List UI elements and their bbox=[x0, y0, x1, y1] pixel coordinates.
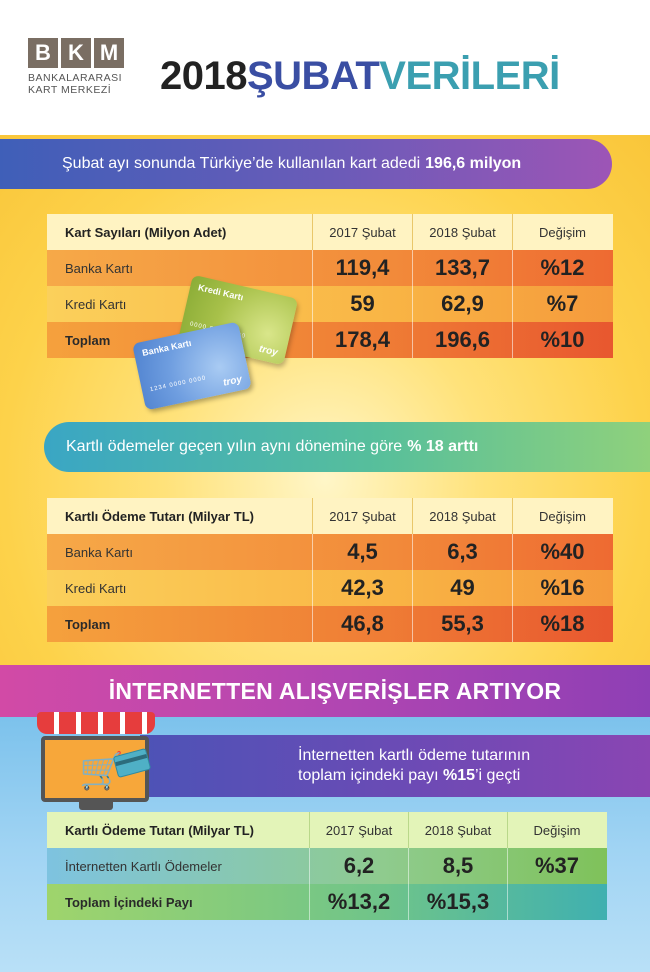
value-2017: 4,5 bbox=[312, 534, 412, 570]
online-share-line2-post: ’i geçti bbox=[475, 767, 521, 784]
table-header-cell: 2018 Şubat bbox=[412, 498, 512, 534]
logo-letter-b: B bbox=[28, 38, 58, 68]
table-header-row: Kartlı Ödeme Tutarı (Milyar TL) 2017 Şub… bbox=[47, 812, 607, 848]
value-2018: 62,9 bbox=[412, 286, 512, 322]
value-change: %18 bbox=[512, 606, 612, 642]
table-row: Kredi Kartı 59 62,9 %7 bbox=[47, 286, 613, 322]
value-2017: 178,4 bbox=[312, 322, 412, 358]
online-share-line2: toplam içindeki payı %15’i geçti bbox=[298, 766, 650, 786]
blue-card-label: Banka Kartı bbox=[141, 337, 193, 358]
online-share-line1: İnternetten kartlı ödeme tutarının bbox=[298, 747, 531, 764]
table-header-cell: 2018 Şubat bbox=[408, 812, 507, 848]
value-2018: 6,3 bbox=[412, 534, 512, 570]
table-header-cell: Değişim bbox=[512, 498, 612, 534]
blue-card-brand: troy bbox=[222, 374, 244, 389]
page-title: 2018ŞUBATVERİLERİ bbox=[160, 54, 560, 99]
value-2018: 49 bbox=[412, 570, 512, 606]
online-store-illustration: 🛒 bbox=[33, 712, 158, 812]
table-header-cell: 2017 Şubat bbox=[309, 812, 408, 848]
table-header-cell: 2017 Şubat bbox=[312, 214, 412, 250]
online-share-value: %15 bbox=[442, 767, 475, 784]
row-label: Kredi Kartı bbox=[65, 580, 127, 596]
table-row: Toplam İçindeki Payı %13,2 %15,3 bbox=[47, 884, 607, 920]
value-2017: 59 bbox=[312, 286, 412, 322]
value-change: %16 bbox=[512, 570, 612, 606]
logo-line2: KART MERKEZİ bbox=[28, 84, 112, 96]
value-change: %12 bbox=[512, 250, 612, 286]
table-row: İnternetten Kartlı Ödemeler 6,2 8,5 %37 bbox=[47, 848, 607, 884]
table-header-cell: 2018 Şubat bbox=[412, 214, 512, 250]
payment-amount-table: Kartlı Ödeme Tutarı (Milyar TL) 2017 Şub… bbox=[47, 498, 613, 642]
value-change: %7 bbox=[512, 286, 612, 322]
table-row: Banka Kartı 4,5 6,3 %40 bbox=[47, 534, 613, 570]
online-share-headline: İnternetten kartlı ödeme tutarının topla… bbox=[140, 735, 650, 797]
value-change: %37 bbox=[507, 848, 606, 884]
value-2018: 196,6 bbox=[412, 322, 512, 358]
payment-growth-headline: Kartlı ödemeler geçen yılın aynı dönemin… bbox=[44, 422, 650, 472]
value-change bbox=[507, 884, 606, 920]
table-header-cell: Kart Sayıları (Milyon Adet) bbox=[65, 224, 227, 240]
value-2018: 8,5 bbox=[408, 848, 507, 884]
value-2018: 133,7 bbox=[412, 250, 512, 286]
row-label: Banka Kartı bbox=[65, 544, 133, 560]
value-2017: 42,3 bbox=[312, 570, 412, 606]
value-2018: 55,3 bbox=[412, 606, 512, 642]
table-row: Banka Kartı 119,4 133,7 %12 bbox=[47, 250, 613, 286]
row-label: Toplam bbox=[65, 332, 111, 348]
table-header-row: Kartlı Ödeme Tutarı (Milyar TL) 2017 Şub… bbox=[47, 498, 613, 534]
bkm-logo: B K M BANKALARARASI KART MERKEZİ bbox=[28, 38, 138, 96]
title-data: VERİLERİ bbox=[379, 54, 560, 98]
online-shopping-banner: İNTERNETTEN ALIŞVERİŞLER ARTIYOR bbox=[0, 665, 650, 717]
table-header-cell: Değişim bbox=[512, 214, 612, 250]
logo-letters: B K M bbox=[28, 38, 138, 68]
table-header-cell: Değişim bbox=[507, 812, 606, 848]
payment-growth-headline-value: % 18 arttı bbox=[407, 438, 479, 455]
card-count-headline-value: 196,6 milyon bbox=[425, 155, 522, 172]
value-2018: %15,3 bbox=[408, 884, 507, 920]
title-month: ŞUBAT bbox=[246, 54, 380, 98]
value-2017: %13,2 bbox=[309, 884, 408, 920]
value-2017: 46,8 bbox=[312, 606, 412, 642]
logo-letter-m: M bbox=[94, 38, 124, 68]
row-label: İnternetten Kartlı Ödemeler bbox=[65, 858, 222, 874]
monitor-stand bbox=[79, 802, 113, 810]
logo-subtitle: BANKALARARASI KART MERKEZİ bbox=[28, 72, 138, 96]
blue-card-number: 1234 0000 0000 bbox=[149, 375, 207, 394]
table-header-cell: 2017 Şubat bbox=[312, 498, 412, 534]
logo-letter-k: K bbox=[61, 38, 91, 68]
title-year: 2018 bbox=[160, 54, 247, 98]
table-row: Toplam 46,8 55,3 %18 bbox=[47, 606, 613, 642]
value-2017: 119,4 bbox=[312, 250, 412, 286]
online-share-line2-pre: toplam içindeki payı bbox=[298, 767, 439, 784]
card-illustration: Kredi Kartı 0000 0000 0000 troy Banka Ka… bbox=[132, 274, 302, 417]
online-payment-table: Kartlı Ödeme Tutarı (Milyar TL) 2017 Şub… bbox=[47, 812, 607, 920]
header: B K M BANKALARARASI KART MERKEZİ 2018ŞUB… bbox=[0, 0, 650, 135]
debit-card-icon: Banka Kartı 1234 0000 0000 troy bbox=[132, 321, 252, 411]
table-header-row: Kart Sayıları (Milyon Adet) 2017 Şubat 2… bbox=[47, 214, 613, 250]
table-row: Toplam 178,4 196,6 %10 bbox=[47, 322, 613, 358]
payment-growth-headline-text: Kartlı ödemeler geçen yılın aynı dönemin… bbox=[66, 438, 403, 455]
table-header-cell: Kartlı Ödeme Tutarı (Milyar TL) bbox=[65, 822, 255, 838]
row-label: Toplam İçindeki Payı bbox=[65, 894, 193, 910]
card-count-headline-text: Şubat ayı sonunda Türkiye’de kullanılan … bbox=[62, 155, 421, 172]
table-header-cell: Kartlı Ödeme Tutarı (Milyar TL) bbox=[65, 508, 255, 524]
row-label: Banka Kartı bbox=[65, 260, 133, 276]
card-count-headline: Şubat ayı sonunda Türkiye’de kullanılan … bbox=[0, 139, 612, 189]
card-count-table: Kart Sayıları (Milyon Adet) 2017 Şubat 2… bbox=[47, 214, 613, 358]
green-card-brand: troy bbox=[257, 343, 279, 359]
row-label: Toplam bbox=[65, 616, 111, 632]
table-row: Kredi Kartı 42,3 49 %16 bbox=[47, 570, 613, 606]
value-change: %40 bbox=[512, 534, 612, 570]
logo-line1: BANKALARARASI bbox=[28, 72, 123, 84]
store-awning-icon bbox=[37, 712, 155, 734]
green-card-label: Kredi Kartı bbox=[197, 282, 245, 303]
row-label: Kredi Kartı bbox=[65, 296, 127, 312]
value-2017: 6,2 bbox=[309, 848, 408, 884]
value-change: %10 bbox=[512, 322, 612, 358]
